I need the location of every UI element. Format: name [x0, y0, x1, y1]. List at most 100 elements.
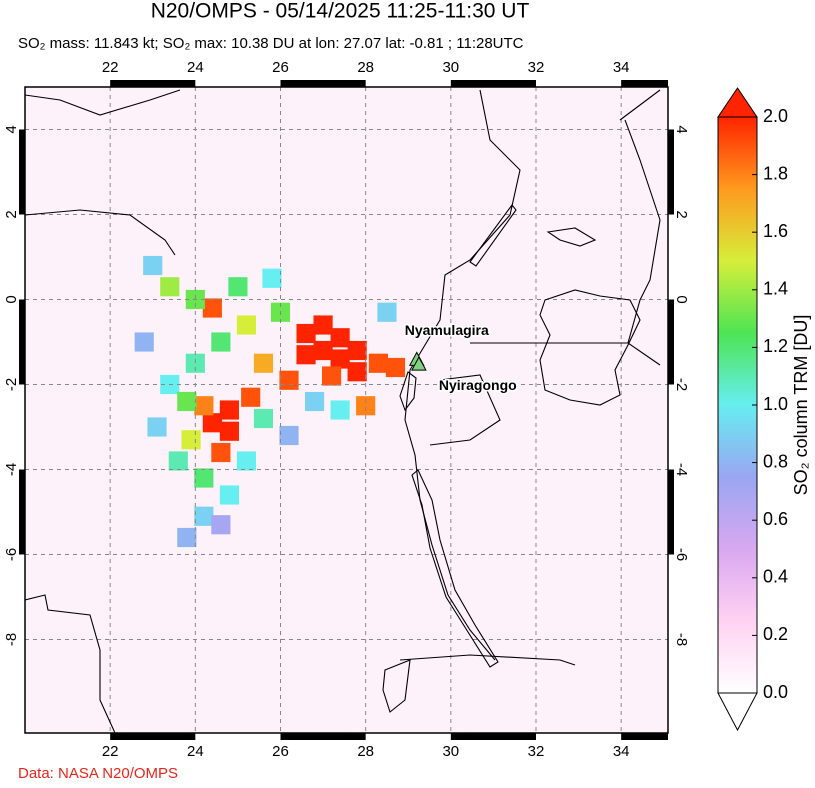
so2-cell	[194, 468, 214, 488]
colorbar-body	[717, 116, 758, 694]
so2-cell	[279, 370, 299, 390]
so2-cell	[241, 387, 261, 407]
lake-tanganyika	[411, 469, 499, 668]
lake-albert	[469, 204, 517, 267]
border	[25, 89, 181, 116]
so2-cell	[368, 353, 389, 373]
x-tick-label: 26	[272, 59, 289, 76]
y-tick-label: -2	[3, 378, 20, 391]
so2-cell	[347, 362, 367, 382]
x-tick-label: 26	[272, 743, 289, 760]
frame-bar	[450, 80, 536, 87]
frame-bar	[19, 469, 25, 555]
x-tick-label: 30	[442, 59, 459, 76]
so2-cell	[236, 315, 257, 335]
colorbar-tick-label: 1.4	[763, 279, 788, 299]
so2-cell	[177, 391, 197, 412]
border	[429, 374, 501, 446]
frame-bar	[19, 129, 25, 215]
y-tick-label: 2	[3, 210, 20, 218]
y-tick-label: -8	[3, 633, 20, 646]
so2-cell	[211, 442, 231, 463]
so2-cell	[194, 506, 214, 526]
frame-bar	[110, 80, 196, 87]
so2-cell	[181, 430, 201, 450]
so2-cell	[385, 357, 406, 378]
frame-bar	[621, 80, 668, 87]
so2-cell	[279, 425, 299, 446]
frame-bar	[621, 733, 668, 740]
so2-cell	[313, 340, 333, 361]
colorbar-extend-top	[717, 87, 758, 118]
y-tick-label: 4	[673, 125, 690, 133]
x-tick-label: 30	[442, 743, 459, 760]
colorbar-tick-label: 0.0	[763, 682, 788, 702]
y-tick-label: 0	[3, 295, 20, 303]
colorbar-tick-label: 0.6	[763, 509, 788, 529]
frame-bar	[280, 80, 366, 87]
colorbar-tick-label: 1.8	[763, 163, 788, 183]
border	[25, 209, 176, 256]
so2-cell	[296, 323, 316, 344]
so2-cell	[219, 421, 239, 441]
so2-cell	[211, 515, 231, 535]
so2-cell	[262, 268, 282, 288]
y-tick-label: 0	[673, 295, 690, 303]
frame-bar	[110, 733, 196, 740]
colorbar-extend-bottom	[717, 692, 758, 732]
so2-cell	[377, 302, 397, 322]
x-tick-label: 28	[357, 743, 374, 760]
y-tick-label: -4	[673, 463, 690, 476]
x-tick-label: 22	[102, 743, 119, 760]
volcano-label: Nyiragongo	[439, 377, 517, 393]
so2-cell	[236, 451, 257, 471]
x-tick-label: 24	[187, 743, 204, 760]
so2-cell	[253, 408, 274, 429]
frame-bar	[668, 469, 674, 555]
grid	[25, 87, 668, 733]
frame-bar	[668, 129, 674, 215]
so2-cell	[143, 255, 163, 276]
x-tick-label: 34	[613, 743, 630, 760]
so2-cell	[330, 328, 350, 348]
lake-kivu	[399, 371, 417, 412]
frame-bar	[450, 733, 536, 740]
so2-cell	[185, 353, 205, 373]
lake-mweru	[382, 659, 411, 713]
so2-cell	[322, 366, 342, 386]
so2-cell	[202, 413, 222, 433]
colorbar-tick-label: 1.2	[763, 336, 788, 356]
so2-cell	[168, 451, 188, 471]
y-tick-label: -2	[673, 378, 690, 391]
frame-bar	[668, 299, 674, 385]
so2-cell	[296, 345, 316, 365]
so2-cell	[160, 277, 180, 297]
y-tick-label: 2	[673, 210, 690, 218]
colorbar-tick-label: 2.0	[763, 106, 788, 126]
volcano-marker	[411, 356, 427, 371]
so2-cell	[253, 353, 274, 373]
footer: Data: NASA N20/OMPS	[18, 765, 178, 782]
colorbar: SO₂ column TRM [DU] 0.0 0.2 0.4 0.6 0.8 1.0 1.…	[717, 87, 811, 732]
so2-cell	[347, 340, 367, 361]
y-tick-label: -8	[673, 633, 690, 646]
so2-cell	[134, 332, 154, 352]
border	[399, 654, 576, 666]
title: N20/OMPS - 05/14/2025 11:25-11:30 UT	[151, 0, 530, 23]
so2-cell	[219, 400, 239, 420]
so2-cells	[134, 255, 406, 548]
subtitle: SO₂ mass: 11.843 kt; SO₂ max: 10.38 DU a…	[18, 35, 524, 52]
so2-cell	[194, 396, 214, 416]
y-tick-label: -6	[673, 548, 690, 561]
so2-cell	[211, 332, 231, 352]
so2-cell	[147, 417, 167, 437]
x-tick-label: 34	[613, 59, 630, 76]
y-tick-label: -6	[3, 548, 20, 561]
so2-cell	[330, 400, 350, 420]
so2-cell	[202, 298, 222, 318]
so2-cell	[219, 485, 239, 505]
colorbar-tick-label: 0.2	[763, 624, 788, 644]
x-tick-label: 22	[102, 59, 119, 76]
